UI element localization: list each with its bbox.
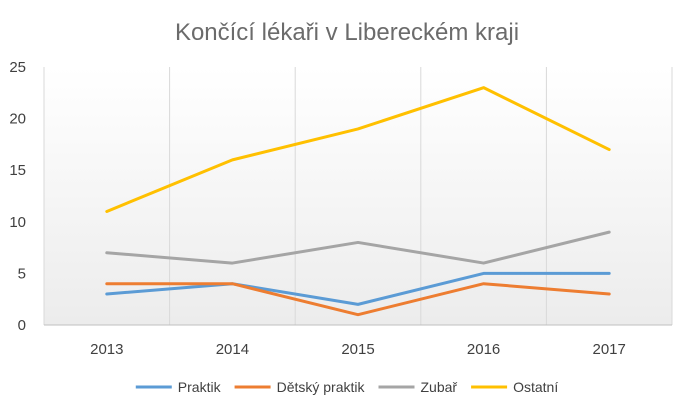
x-tick-label: 2017 xyxy=(593,341,626,358)
series-line-detsky-praktik xyxy=(105,282,611,317)
y-tick-label: 15 xyxy=(9,162,26,179)
legend-item: Zubař xyxy=(378,379,458,395)
y-axis: 0 5 10 15 20 25 xyxy=(9,59,26,334)
y-tick-label: 25 xyxy=(9,59,26,76)
series-line-ostatni xyxy=(105,86,611,213)
y-tick-label: 0 xyxy=(18,317,26,334)
legend: Praktik Dětský praktik Zubař Ostatní xyxy=(135,379,558,395)
series-lines xyxy=(105,86,611,317)
chart-title: Končící lékaři v Libereckém kraji xyxy=(175,19,519,46)
legend-label: Dětský praktik xyxy=(277,379,366,395)
legend-item: Ostatní xyxy=(471,379,558,395)
x-axis: 2013 2014 2015 2016 2017 xyxy=(90,341,626,358)
x-tick-label: 2015 xyxy=(341,341,374,358)
series-line-zubar xyxy=(105,230,611,265)
series-line-praktik xyxy=(105,271,611,306)
y-tick-label: 20 xyxy=(9,111,26,128)
legend-label: Praktik xyxy=(178,379,222,395)
grid-lines xyxy=(43,67,673,326)
legend-label: Ostatní xyxy=(513,379,558,395)
y-tick-label: 10 xyxy=(9,214,26,231)
plot-background xyxy=(44,67,672,325)
legend-label: Zubař xyxy=(421,379,458,395)
y-tick-label: 5 xyxy=(18,265,26,282)
legend-item: Dětský praktik xyxy=(234,379,366,395)
x-tick-label: 2016 xyxy=(467,341,500,358)
legend-item: Praktik xyxy=(135,379,222,395)
x-tick-label: 2014 xyxy=(216,341,249,358)
x-tick-label: 2013 xyxy=(90,341,123,358)
